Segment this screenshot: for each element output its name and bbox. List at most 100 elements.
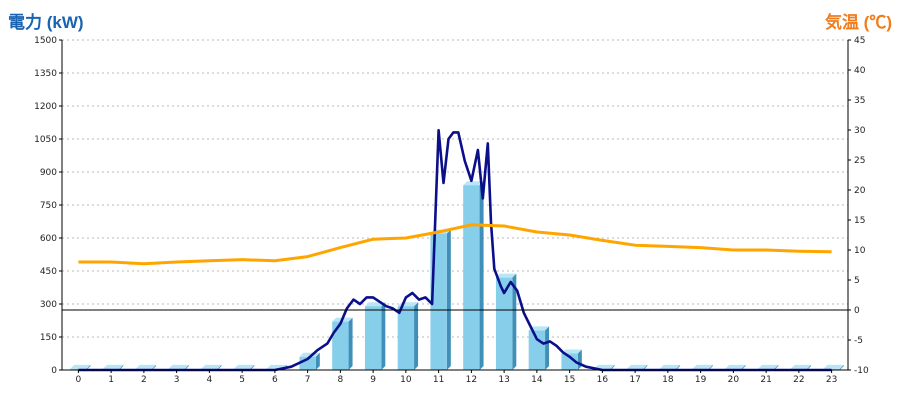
bar xyxy=(823,364,844,370)
bar-top xyxy=(823,364,844,369)
bar-face xyxy=(70,368,87,370)
x-tick-label: 14 xyxy=(531,375,543,385)
bar-top xyxy=(790,364,812,369)
right-tick-label: 45 xyxy=(854,36,865,46)
bar-top xyxy=(463,181,484,186)
left-tick-label: 1350 xyxy=(34,69,57,79)
bar-face xyxy=(397,306,415,370)
bar-top xyxy=(201,364,222,369)
left-tick-label: 1200 xyxy=(34,102,57,112)
axes xyxy=(59,39,851,373)
bar-side xyxy=(479,181,484,370)
right-tick-label: -10 xyxy=(854,366,869,376)
bar-side xyxy=(512,273,517,370)
x-tick-label: 20 xyxy=(728,375,740,385)
right-tick-label: 10 xyxy=(854,246,866,256)
x-tick-label: 22 xyxy=(793,375,804,385)
bar-top xyxy=(495,273,517,278)
left-tick-label: 1050 xyxy=(34,135,57,145)
series-lines xyxy=(78,128,832,372)
left-tick-label: 150 xyxy=(40,333,57,343)
x-tick-label: 7 xyxy=(305,375,311,385)
bar xyxy=(397,302,419,370)
bar-side xyxy=(348,317,353,370)
x-tick-label: 23 xyxy=(826,375,837,385)
left-tick-label: 300 xyxy=(40,300,57,310)
x-tick-label: 12 xyxy=(466,375,477,385)
left-tick-label: 450 xyxy=(40,267,57,277)
bar-face xyxy=(561,353,578,370)
temperature-line xyxy=(78,223,832,266)
left-tick-label: 750 xyxy=(40,201,57,211)
tick-labels: 01503004506007509001050120013501500-10-5… xyxy=(34,36,869,385)
right-tick-label: 25 xyxy=(854,156,865,166)
power-bars xyxy=(70,181,844,370)
left-axis-title: 電力 (kW) xyxy=(8,13,84,32)
x-tick-label: 0 xyxy=(76,375,82,385)
bar xyxy=(332,317,353,370)
bar-top xyxy=(561,349,582,354)
bar-top xyxy=(594,364,615,369)
bar xyxy=(495,273,517,370)
bar-face xyxy=(332,321,349,370)
x-tick-label: 21 xyxy=(760,375,771,385)
right-tick-label: 30 xyxy=(854,126,866,136)
bar-top xyxy=(626,364,648,369)
x-tick-label: 19 xyxy=(695,375,707,385)
right-tick-label: 0 xyxy=(854,306,860,316)
bar-top xyxy=(102,364,124,369)
right-tick-label: 40 xyxy=(854,66,866,76)
bar-face xyxy=(823,368,840,370)
x-tick-label: 3 xyxy=(174,375,180,385)
bar-top xyxy=(528,326,550,331)
bar-top xyxy=(135,364,157,369)
bar xyxy=(364,302,386,370)
right-tick-label: 20 xyxy=(854,186,866,196)
x-tick-label: 4 xyxy=(207,375,213,385)
x-tick-label: 18 xyxy=(662,375,674,385)
bar-face xyxy=(495,277,513,370)
left-tick-label: 0 xyxy=(51,366,57,376)
bar-top xyxy=(725,364,746,369)
bar-top xyxy=(692,364,713,369)
bar-face xyxy=(528,330,546,370)
x-tick-label: 13 xyxy=(498,375,509,385)
x-tick-label: 8 xyxy=(338,375,344,385)
bar-top xyxy=(70,364,91,369)
right-tick-label: 35 xyxy=(854,96,865,106)
bar xyxy=(463,181,484,370)
left-tick-label: 600 xyxy=(40,234,57,244)
x-tick-label: 6 xyxy=(272,375,278,385)
bar-top xyxy=(168,364,189,369)
x-tick-label: 11 xyxy=(433,375,444,385)
bar-face xyxy=(463,185,480,370)
x-tick-label: 10 xyxy=(400,375,412,385)
x-tick-label: 1 xyxy=(108,375,114,385)
power-line xyxy=(78,128,832,372)
right-tick-label: -5 xyxy=(854,336,863,346)
right-tick-label: 5 xyxy=(854,276,860,286)
bar xyxy=(528,326,550,370)
bar-side xyxy=(839,364,844,370)
bar-top xyxy=(659,364,681,369)
bar-face xyxy=(364,306,382,370)
x-tick-label: 16 xyxy=(597,375,609,385)
x-tick-label: 2 xyxy=(141,375,147,385)
x-tick-label: 15 xyxy=(564,375,575,385)
x-tick-label: 5 xyxy=(239,375,245,385)
bar-side xyxy=(446,229,451,370)
bar-top xyxy=(233,364,255,369)
x-tick-label: 17 xyxy=(629,375,640,385)
left-tick-label: 900 xyxy=(40,168,57,178)
bar-side xyxy=(414,302,419,370)
right-axis-title: 気温 (℃) xyxy=(824,13,892,32)
gridlines xyxy=(62,39,848,338)
x-tick-label: 9 xyxy=(370,375,376,385)
right-tick-label: 15 xyxy=(854,216,865,226)
bar-side xyxy=(381,302,386,370)
bar-side xyxy=(315,352,320,370)
bar-side xyxy=(545,326,550,370)
left-tick-label: 1500 xyxy=(34,36,57,46)
bar-top xyxy=(757,364,779,369)
